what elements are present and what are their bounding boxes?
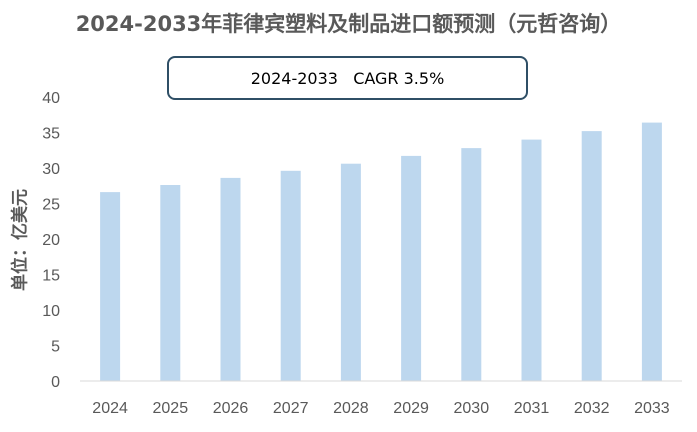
y-tick-label: 0 (51, 374, 60, 391)
y-tick-label: 30 (42, 161, 60, 178)
x-tick-label: 2026 (213, 400, 249, 417)
x-tick-label: 2032 (574, 400, 610, 417)
cagr-annotation-box: 2024-2033 CAGR 3.5% (167, 56, 528, 100)
y-tick-label: 10 (42, 303, 60, 320)
y-tick-label: 5 (51, 339, 60, 356)
bars-group (100, 122, 662, 381)
y-tick-label: 20 (42, 232, 60, 249)
x-tick-label: 2033 (634, 400, 670, 417)
y-tick-label: 15 (42, 268, 60, 285)
x-tick-label: 2024 (92, 400, 128, 417)
bar-2030 (461, 148, 482, 381)
y-tick-label: 40 (42, 90, 60, 107)
x-tick-label: 2029 (393, 400, 429, 417)
bar-2028 (340, 163, 361, 381)
bar-2031 (521, 139, 542, 381)
bar-2024 (100, 192, 121, 381)
bar-2026 (220, 177, 241, 381)
y-tick-labels: 0 5 10 15 20 25 30 35 40 (42, 90, 60, 391)
bar-2029 (401, 155, 422, 381)
x-tick-labels: 2024 2025 2026 2027 2028 2029 2030 2031 2032 2033 (92, 400, 669, 417)
x-tick-label: 2031 (514, 400, 550, 417)
bar-2027 (280, 170, 301, 381)
bar-2025 (160, 185, 181, 381)
x-tick-label: 2028 (333, 400, 369, 417)
bar-2032 (581, 131, 602, 381)
x-tick-label: 2027 (273, 400, 309, 417)
y-tick-label: 35 (42, 126, 60, 143)
x-tick-label: 2030 (454, 400, 490, 417)
x-tick-label: 2025 (153, 400, 189, 417)
bar-2033 (641, 122, 662, 381)
chart-title: 2024-2033年菲律宾塑料及制品进口额预测（元哲咨询） (75, 12, 622, 36)
y-tick-label: 25 (42, 197, 60, 214)
